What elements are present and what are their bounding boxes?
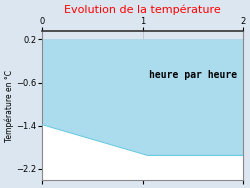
Text: heure par heure: heure par heure [149,70,237,80]
Y-axis label: Température en °C: Température en °C [4,70,14,142]
Title: Evolution de la température: Evolution de la température [64,4,221,15]
